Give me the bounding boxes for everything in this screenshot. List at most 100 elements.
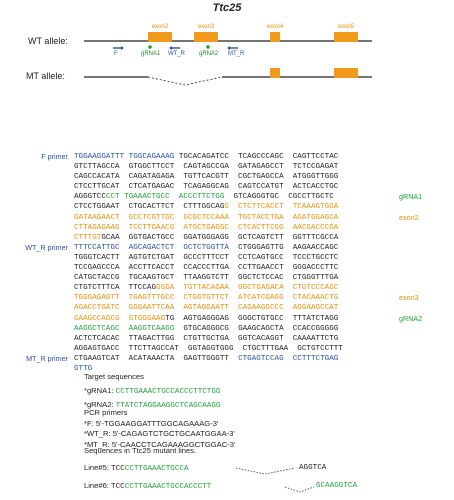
sequence-row: GTCTTAGCCA GTGGCTTCCT CAGTAGCCGA GATAGAG…: [6, 162, 454, 172]
sequence-row: ACTCTCACAC TTAGACTTGG CTGTTGCTGA GGTCACA…: [6, 334, 454, 344]
sequence-row-text: CTCCTGGAAT CTGCACTTCT CTTTGGCAGG CTCTTCA…: [74, 202, 338, 212]
sequence-segment: CCT TGAAACTGCC ACCCTTCTGG: [105, 193, 225, 202]
grna2-dot: [206, 45, 210, 49]
genomic-sequence-block: F primer TGGAAGGATTT TGGCAGAAAG TGCACAGAT…: [6, 152, 454, 374]
sequence-row-label: WT_R primer: [25, 242, 68, 252]
sequence-segment: TGGAAGGATTT TGGCAGAAAG: [74, 153, 175, 161]
line5-left: TCC: [111, 465, 125, 473]
sequence-row-label: MT_R primer: [26, 353, 68, 363]
grna2-name: *gRNA2:: [84, 400, 114, 409]
sequence-segment: TGGGAGAGTT TGAGTTTGCC CTGGTGTTCT ATCATCG…: [74, 294, 339, 303]
sequence-row-text: ACTCTCACAC TTAGACTTGG CTGTTGCTGA GGTCACA…: [74, 334, 338, 344]
sequence-row-text: CTCCTTGCAT CTCATGAGAC TCAGAGGCAG CAGTCCA…: [74, 182, 338, 192]
target-grna2: *gRNA2: TTATCTAGGAAGGCTCAGCAAGG: [84, 400, 220, 412]
pcr-mt-r: *MT_R: 5'-CAACCTCAGAAAGGCTGGAC-3': [84, 439, 236, 449]
wt-exon2: [148, 32, 172, 42]
sequence-row: GATAAGAACT GCCTCGTTGC GCGCTCCAAA TGCTACC…: [6, 213, 454, 223]
line6-right: GCAAGGTCA: [316, 481, 357, 492]
sequence-row: CTGTCTTTCA TTCCAGGGGA TGTTACAGAA GGCTGAG…: [6, 283, 454, 293]
allele-diagram: [84, 32, 372, 86]
sequence-segment: AAGGCTCAGC AAGGTCAAGG: [74, 324, 175, 333]
sequence-row-text: GAAGCCAGCG GTGGGAAGTG AGTGAGGGAG GGGCTGT…: [74, 314, 338, 324]
sequence-row: AGGAGTGACC TTCTTAGCCAT GGTAGGTGGG CTGCTT…: [6, 344, 454, 354]
sequence-row: F primer TGGAAGGATTT TGGCAGAAAG TGCACAGAT…: [6, 152, 454, 162]
sequence-row: WT_R primer TTTCCATTGC AGCAGACTCT GCTCTGG…: [6, 243, 454, 253]
pcr-heading: PCR primers: [84, 408, 128, 417]
sequence-row: AGGGTCCCCT TGAAACTGCC ACCCTTCTGG GTCAGGG…: [6, 192, 454, 202]
wt-exon4: [270, 32, 280, 42]
sequence-row-text: TGGGTCACTT AGTGTCTGAT GCCCTTTCCT CCTCAGT…: [74, 253, 338, 263]
sequence-segment: CAGCCACATA CAGATAGAGA TGTTCACGTT CGCTGAG…: [74, 173, 339, 182]
sequence-row-text: GTCTTAGCCA GTGGCTTCCT CAGTAGCCGA GATAGAG…: [74, 162, 338, 172]
mutant-line5: Line#5: TCCCCTTGAAACTGCCA: [84, 463, 189, 475]
sequence-segment: GTCTTAGCCA GTGGCTTCCT CAGTAGCCGA GATAGAG…: [74, 163, 339, 172]
sequence-segment: ACTCTCACAC TTAGACTTGG CTGTTGCTGA GGTCACA…: [74, 334, 339, 343]
sequence-row-text: TCCGAGCCCA ACCTTCACCT CCACCCTTGA CCTTGAA…: [74, 263, 338, 273]
sequence-segment: GCAA GGTGACTGCC GGATGGGAGG GCTCAGTCTT GG…: [101, 233, 339, 242]
sequence-row-text: GATAAGAACT GCCTCGTTGC GCGCTCCAAA TGCTACC…: [74, 213, 338, 223]
line5-grna: CCTTGAAACTGCCA: [124, 465, 189, 473]
sequence-segment: GATAAGAACT GCCTCGTTGC GCGCTCCAAA TGCTACC…: [74, 213, 339, 222]
sequence-segment: TGCACAGATCC TCAGCCCAGC CAGTTCCTAC: [174, 153, 339, 161]
sequence-segment: GAAGCCAGCG GTGGGAAG: [74, 314, 166, 323]
mt-exon4: [270, 68, 280, 78]
sequence-segment: CTGAGTCCAG CCTTTCTGAG: [228, 354, 339, 363]
sequence-side-label: gRNA2: [399, 313, 423, 323]
wt-r-label: WT_R: [168, 51, 185, 57]
sequence-segment: GTCAGGGTGC CGCCTTGCTC: [224, 193, 334, 202]
sequence-segment: AGACCTGATC GGGAATTCAA AGTAGGAATT CAGAAGG…: [74, 304, 339, 313]
gene-title: Ttc25: [212, 2, 242, 14]
grna2-label: gRNA2: [199, 51, 219, 57]
sequence-row-text: CTTTGTGCAA GGTGACTGCC GGATGGGAGG GCTCAGT…: [74, 233, 338, 243]
sequence-segment: GTTG: [74, 364, 93, 373]
sequence-row: MT_R primer CTGAAGTCAT ACATAAACTA GAGTTGG…: [6, 354, 454, 364]
wt-exon5: [334, 32, 358, 42]
grna1-dot: [148, 45, 152, 49]
sequence-side-label: exon2: [399, 212, 419, 222]
sequence-row-text: CTGTCTTTCA TTCCAGGGGA TGTTACAGAA GGCTGAG…: [74, 283, 338, 293]
sequence-row-text: TGGAAGGATTT TGGCAGAAAG TGCACAGATCC TCAGC…: [74, 152, 338, 162]
sequence-row: GTTG: [6, 364, 454, 374]
sequence-row-text: GTTG: [74, 364, 92, 374]
mt-deletion-dashes: [147, 76, 223, 86]
grna1-seq: CCTTGAAACTGCCACCCTTCTGG: [115, 387, 221, 396]
sequence-segment: TG AGTGAGGGAG GGGCTGTGCC TTTATCTAGG: [165, 314, 339, 323]
line5-right: AGGTCA: [299, 464, 327, 472]
pcr-primers: PCR primers *F: 5'-TGGAAGGATTTGGCAGAAAG-…: [84, 408, 235, 450]
sequence-row: CTCCTGGAAT CTGCACTTCT CTTTGGCAGG CTCTTCA…: [6, 202, 454, 212]
sequence-segment: CTTAGAGAAG TCCTTGAACG ATGCTGAGGC CTCACTT…: [74, 223, 339, 232]
mutant-sequences-heading: Sequences in Ttc25 mutant lines.: [84, 446, 197, 455]
target-sequences: Target sequences *gRNA1: CCTTGAAACTGCCAC…: [84, 372, 220, 412]
sequence-row-text: TGGGAGAGTT TGAGTTTGCC CTGGTGTTCT ATCATCG…: [74, 293, 338, 303]
sequence-segment: G CTCTTCACCT TCAAAGTGGA: [224, 203, 339, 212]
sequence-segment: CTGAAGTCAT ACATAAACTA GAGTTGGGTT: [74, 354, 229, 363]
f-primer-label: F: [114, 51, 118, 57]
sequence-segment: CTTTGT: [74, 233, 102, 242]
sequence-segment: AGGAGTGACC TTCTTAGCCAT GGTAGGTGGG CTGCTT…: [74, 344, 343, 353]
sequence-segment: TCCGAGCCCA ACCTTCACCT CCACCCTTGA CCTTGAA…: [74, 264, 339, 273]
mt-allele-label: MT allele:: [26, 71, 65, 81]
sequence-row-text: AGACCTGATC GGGAATTCAA AGTAGGAATT CAGAAGG…: [74, 303, 338, 313]
sequence-segment: CTGTCTTTCA TTCCAG: [74, 284, 157, 293]
pcr-f: *F: 5'-TGGAAGGATTTGGCAGAAAG-3': [84, 418, 219, 428]
sequence-row: CTTAGAGAAG TCCTTGAACG ATGCTGAGGC CTCACTT…: [6, 223, 454, 233]
exon5-label: exon5: [337, 24, 355, 30]
sequence-segment: AGGGTCC: [74, 193, 106, 202]
mutant-line6: Line#6: TCCCCTTGAAACTGCCACCCTT: [84, 481, 211, 493]
target-grna1: *gRNA1: CCTTGAAACTGCCACCCTTCTGG: [84, 386, 220, 398]
sequence-row-text: AGGGTCCCCT TGAAACTGCC ACCCTTCTGG GTCAGGG…: [74, 192, 334, 202]
exon2-label: exon2: [151, 24, 169, 30]
line6-name: Line#6:: [84, 481, 109, 490]
sequence-row-text: TTTCCATTGC AGCAGACTCT GCTCTGGTTA CTGGGAG…: [74, 243, 338, 253]
sequence-segment: CTGGGAGTTG AAGAACCAGC: [228, 243, 339, 252]
line6-right-seq: GCAAGGTCA: [316, 482, 358, 490]
sequence-row: AGACCTGATC GGGAATTCAA AGTAGGAATT CAGAAGG…: [6, 303, 454, 313]
sequence-segment: GTGCAGGGCG GAAGCAGCTA CCACCGGGGG: [174, 324, 339, 333]
wt-exon3: [194, 32, 218, 42]
mutant-deletion-markers: [235, 467, 315, 493]
sequence-row: CTTTGTGCAA GGTGACTGCC GGATGGGAGG GCTCAGT…: [6, 233, 454, 243]
line6-left: TCC: [111, 483, 125, 491]
sequence-side-label: gRNA1: [399, 192, 423, 202]
sequence-row: CAGCCACATA CAGATAGAGA TGTTCACGTT CGCTGAG…: [6, 172, 454, 182]
grna1-label: gRNA1: [141, 51, 161, 57]
